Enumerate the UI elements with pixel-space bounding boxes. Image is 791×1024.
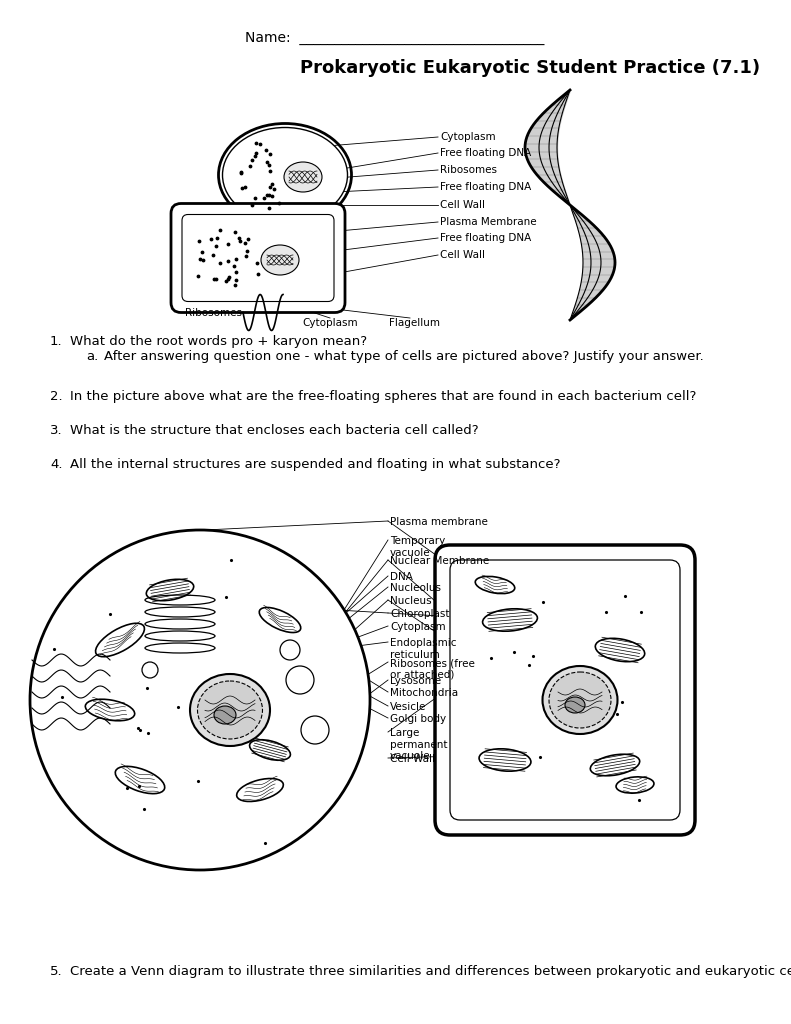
Ellipse shape (590, 755, 640, 776)
Text: Cytoplasm: Cytoplasm (390, 622, 445, 632)
Text: Plasma Membrane: Plasma Membrane (440, 217, 536, 227)
FancyBboxPatch shape (450, 560, 680, 820)
Text: All the internal structures are suspended and floating in what substance?: All the internal structures are suspende… (70, 458, 561, 471)
Text: 3.: 3. (50, 424, 62, 437)
Text: Flagellum: Flagellum (389, 318, 441, 328)
Ellipse shape (250, 739, 290, 760)
Ellipse shape (261, 245, 299, 275)
Ellipse shape (259, 607, 301, 633)
Text: Lysosome: Lysosome (390, 676, 441, 686)
Ellipse shape (616, 777, 654, 794)
Text: DNA: DNA (390, 572, 413, 582)
Text: What do the root words pro + karyon mean?: What do the root words pro + karyon mean… (70, 335, 367, 348)
Text: 4.: 4. (50, 458, 62, 471)
Text: Nucleolus: Nucleolus (390, 583, 441, 593)
Ellipse shape (222, 128, 347, 222)
Ellipse shape (543, 666, 618, 734)
Text: Endoplasmic
reticulum: Endoplasmic reticulum (390, 638, 456, 659)
FancyBboxPatch shape (171, 204, 345, 312)
Ellipse shape (198, 681, 263, 739)
Text: Plasma membrane: Plasma membrane (390, 517, 488, 527)
Ellipse shape (565, 697, 585, 713)
Text: Cell Wall: Cell Wall (390, 754, 435, 764)
Text: Temporary
vacuole: Temporary vacuole (390, 536, 445, 558)
FancyBboxPatch shape (182, 214, 334, 301)
FancyBboxPatch shape (435, 545, 695, 835)
Text: Free floating DNA: Free floating DNA (440, 182, 532, 193)
Ellipse shape (190, 674, 270, 746)
Text: Cell Wall: Cell Wall (440, 250, 485, 260)
Ellipse shape (115, 766, 165, 794)
Text: 2.: 2. (50, 390, 62, 403)
Circle shape (30, 530, 370, 870)
Ellipse shape (284, 162, 322, 193)
Text: Vesicle: Vesicle (390, 702, 426, 712)
Text: a.: a. (86, 350, 98, 362)
Text: In the picture above what are the free-floating spheres that are found in each b: In the picture above what are the free-f… (70, 390, 696, 403)
Ellipse shape (237, 778, 283, 802)
Text: 5.: 5. (50, 965, 62, 978)
Text: Golgi body: Golgi body (390, 714, 446, 724)
Text: Chloroplast: Chloroplast (390, 609, 449, 618)
Ellipse shape (475, 577, 515, 594)
Text: Ribosomes: Ribosomes (184, 308, 241, 318)
Text: Name:  ___________________________________: Name: __________________________________… (245, 31, 545, 45)
Text: Ribosomes (free
or attached): Ribosomes (free or attached) (390, 658, 475, 680)
Ellipse shape (214, 706, 236, 724)
Text: Nucleus: Nucleus (390, 596, 432, 606)
Ellipse shape (146, 580, 194, 601)
Ellipse shape (85, 699, 134, 721)
Text: Free floating DNA: Free floating DNA (440, 233, 532, 243)
Text: Large
permanent
vacuole: Large permanent vacuole (390, 728, 448, 761)
Text: After answering question one - what type of cells are pictured above? Justify yo: After answering question one - what type… (104, 350, 704, 362)
Text: 1.: 1. (50, 335, 62, 348)
Text: Ribosomes: Ribosomes (440, 165, 497, 175)
Text: What is the structure that encloses each bacteria cell called?: What is the structure that encloses each… (70, 424, 479, 437)
Ellipse shape (549, 672, 611, 728)
Text: Cytoplasm: Cytoplasm (440, 132, 496, 142)
Ellipse shape (483, 609, 537, 631)
Text: Create a Venn diagram to illustrate three similarities and differences between p: Create a Venn diagram to illustrate thre… (70, 965, 791, 978)
Text: Cell Wall: Cell Wall (440, 200, 485, 210)
Ellipse shape (96, 624, 145, 656)
Text: Cytoplasm: Cytoplasm (302, 318, 358, 328)
Text: Mitochondria: Mitochondria (390, 688, 458, 698)
Ellipse shape (479, 749, 531, 771)
Ellipse shape (596, 638, 645, 662)
Text: Prokaryotic Eukaryotic Student Practice (7.1): Prokaryotic Eukaryotic Student Practice … (300, 59, 760, 77)
Text: Nuclear Membrane: Nuclear Membrane (390, 556, 490, 566)
Text: Free floating DNA: Free floating DNA (440, 148, 532, 158)
